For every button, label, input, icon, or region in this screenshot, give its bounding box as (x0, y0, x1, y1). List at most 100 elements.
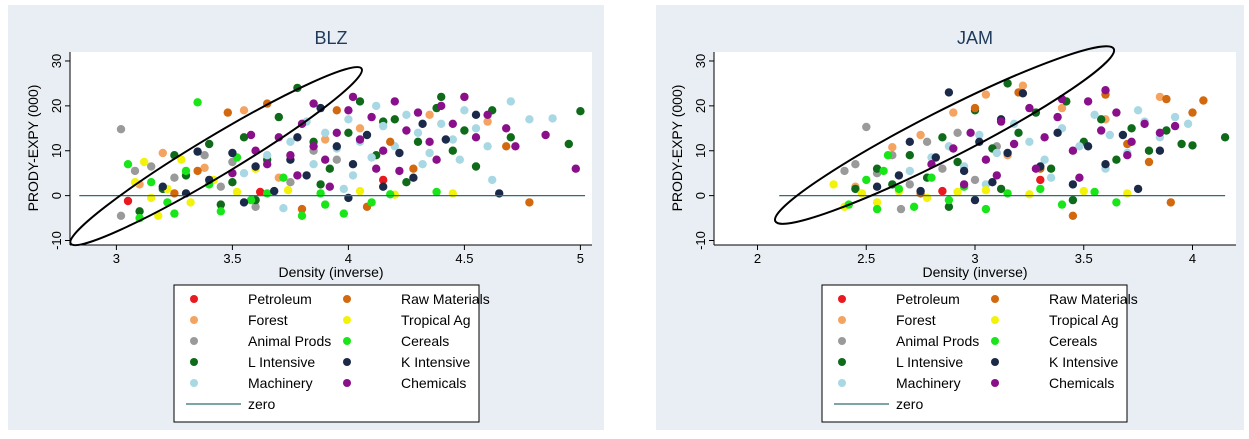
point-l-intensive (1003, 79, 1012, 88)
point-k-intensive (1118, 130, 1128, 140)
point-chemicals (321, 155, 330, 164)
point-petroleum (938, 186, 947, 196)
y-tick-label: 30 (49, 54, 64, 68)
point-l-intensive (1014, 128, 1023, 137)
point-chemicals (1040, 133, 1049, 142)
chart-panel-blz: BLZ PRODY-EXPY (000) Density (inverse) 3… (8, 5, 604, 430)
point-k-intensive (959, 166, 969, 176)
y-tick-label: -10 (49, 231, 64, 250)
x-tick-label: 4 (345, 251, 352, 266)
legend-marker (343, 379, 351, 387)
point-raw-materials (1188, 108, 1197, 117)
x-tick-label: 3.5 (1075, 251, 1093, 266)
point-machinery (379, 121, 388, 131)
point-k-intensive (395, 148, 404, 158)
chart-title: BLZ (314, 28, 347, 48)
point-machinery (321, 128, 330, 137)
point-machinery (1075, 142, 1084, 151)
point-k-intensive (1018, 89, 1028, 98)
point-machinery (348, 171, 358, 180)
point-machinery (460, 106, 469, 115)
point-cereals (981, 204, 991, 214)
legend-marker (190, 316, 198, 324)
point-k-intensive (332, 142, 341, 151)
point-chemicals (309, 99, 318, 108)
point-chemicals (1112, 108, 1121, 117)
point-chemicals (571, 164, 580, 173)
point-machinery (981, 180, 991, 189)
point-cereals (123, 160, 133, 169)
point-machinery (905, 166, 914, 176)
point-k-intensive (905, 137, 914, 146)
point-animal-prods (840, 166, 849, 176)
point-animal-prods (953, 128, 962, 137)
point-animal-prods (216, 182, 225, 191)
point-l-intensive (1162, 126, 1171, 135)
point-machinery (263, 151, 272, 160)
legend-marker (838, 316, 846, 324)
point-l-intensive (872, 164, 882, 173)
legend-label: Animal Prods (248, 333, 331, 349)
point-k-intensive (302, 171, 311, 180)
point-chemicals (432, 155, 441, 164)
legend-label: K Intensive (1049, 354, 1118, 370)
point-k-intensive (1155, 146, 1165, 155)
point-animal-prods (922, 137, 932, 146)
legend-label: Raw Materials (401, 291, 490, 307)
point-k-intensive (970, 195, 980, 205)
legend-marker (838, 358, 846, 366)
point-cereals (316, 189, 325, 198)
point-forest (888, 143, 897, 152)
point-machinery (339, 184, 348, 194)
point-chemicals (344, 106, 353, 115)
point-l-intensive (944, 202, 954, 211)
point-raw-materials (1162, 94, 1171, 104)
point-machinery (471, 124, 481, 133)
point-tropical-ag (872, 198, 882, 207)
point-l-intensive (905, 151, 914, 160)
point-animal-prods (147, 162, 156, 171)
point-chemicals (1140, 119, 1149, 128)
point-l-intensive (1188, 141, 1197, 150)
point-forest (425, 110, 434, 120)
highlight-ellipse (774, 45, 1116, 225)
point-k-intensive (931, 153, 940, 162)
x-tick-label: 5 (577, 251, 584, 266)
point-chemicals (1053, 112, 1062, 122)
point-l-intensive (1177, 139, 1186, 149)
point-machinery (1040, 155, 1049, 164)
point-machinery (488, 175, 497, 185)
point-k-intensive (1101, 160, 1110, 169)
legend-label: Forest (248, 312, 288, 328)
point-chemicals (996, 117, 1006, 126)
point-raw-materials (970, 103, 980, 113)
point-machinery (1046, 173, 1056, 182)
point-l-intensive (413, 137, 423, 146)
point-forest (321, 135, 330, 144)
legend-label: L Intensive (896, 354, 963, 370)
point-l-intensive (448, 146, 457, 155)
point-raw-materials (193, 166, 202, 176)
point-chemicals (483, 110, 492, 120)
point-k-intensive (293, 133, 302, 142)
x-tick-label: 3 (971, 251, 978, 266)
legend-marker (838, 337, 846, 345)
point-tropical-ag (1123, 189, 1132, 198)
legend-marker (838, 295, 846, 303)
point-l-intensive (1097, 115, 1106, 124)
point-petroleum (1036, 175, 1045, 185)
point-tropical-ag (1079, 186, 1089, 196)
legend-marker (343, 358, 351, 366)
point-petroleum (256, 187, 265, 197)
legend-marker (190, 379, 198, 387)
legend-label: Raw Materials (1049, 291, 1138, 307)
point-k-intensive (316, 103, 325, 113)
point-raw-materials (1166, 198, 1176, 207)
point-animal-prods (905, 180, 914, 189)
legend-marker (991, 316, 999, 324)
point-l-intensive (355, 97, 365, 106)
point-l-intensive (564, 139, 573, 149)
point-chemicals (1068, 146, 1078, 155)
point-machinery (525, 115, 534, 124)
point-animal-prods (116, 211, 126, 220)
